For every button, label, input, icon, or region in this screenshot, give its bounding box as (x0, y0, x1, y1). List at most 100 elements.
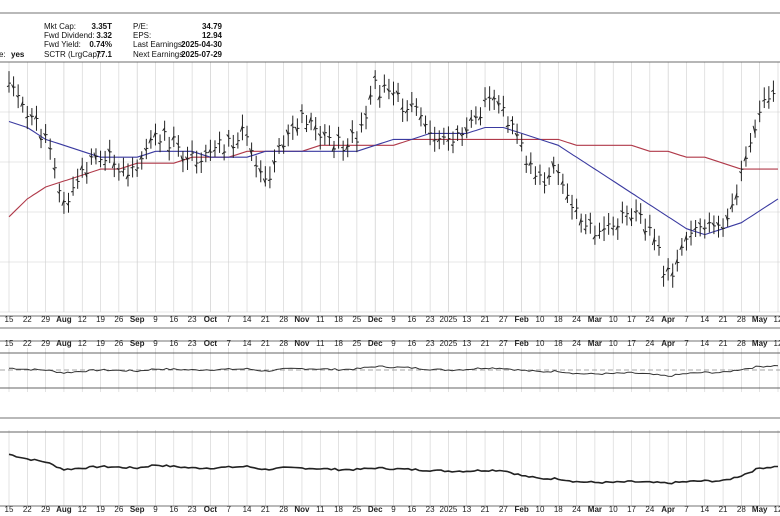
x-tick-label: 7 (684, 505, 689, 514)
price-bar-open (121, 170, 124, 174)
x-tick-label: 12 (774, 315, 780, 324)
x-tick-label: 28 (737, 315, 746, 324)
price-bar-open (61, 199, 65, 206)
price-bar (386, 78, 391, 100)
price-bar-open (473, 115, 477, 119)
price-bar (505, 116, 510, 133)
price-bar-open (588, 218, 591, 221)
x-tick-label: 25 (352, 339, 361, 348)
price-bar-open (349, 128, 353, 134)
price-bar-open (368, 93, 372, 100)
price-bar (551, 156, 556, 174)
price-bar-open (551, 161, 555, 170)
x-tick-label: Dec (368, 505, 383, 514)
indicator-2-line (8, 453, 778, 485)
x-tick-label: 14 (243, 505, 252, 514)
x-tick-label: 14 (700, 315, 709, 324)
price-bar-open (331, 145, 335, 152)
x-tick-label: 2025 (440, 315, 458, 324)
price-bar-open (363, 113, 367, 116)
x-tick-label: 14 (243, 315, 252, 324)
price-bar (221, 144, 227, 161)
sma-short-line (8, 120, 779, 236)
price-bar (729, 193, 735, 213)
price-bar-open (285, 129, 289, 136)
price-bar-open (651, 237, 655, 246)
x-tick-label: 18 (554, 339, 563, 348)
price-bar-open (404, 109, 408, 114)
x-tick-label: 7 (226, 505, 231, 514)
price-bar (20, 96, 25, 113)
price-bar (441, 127, 446, 145)
price-bar-open (597, 234, 600, 237)
price-bar (546, 167, 552, 185)
price-bar (111, 154, 117, 178)
price-bar-open (111, 161, 115, 169)
price-bar (52, 157, 57, 179)
x-tick-label: Oct (204, 315, 218, 324)
price-bar-open (464, 126, 468, 134)
price-bar (665, 258, 671, 281)
price-bar-open (482, 99, 486, 102)
x-tick-label: 19 (96, 315, 105, 324)
info-block: Mkt Cap: 3.35T Fwd Dividend: 3.32 Fwd Yi… (0, 22, 223, 59)
price-bar (491, 89, 497, 110)
x-tick-label: 22 (23, 315, 32, 324)
price-bar-open (29, 113, 33, 118)
price-bar (304, 115, 309, 133)
price-bar-open (720, 226, 724, 230)
price-bar-open (707, 221, 710, 225)
price-bar (11, 76, 16, 97)
indicator-1-line (8, 364, 779, 377)
price-bar (217, 131, 222, 153)
x-tick-label: 28 (279, 339, 288, 348)
x-tick-label: 23 (188, 315, 197, 324)
price-bar (253, 155, 259, 178)
price-bar (455, 125, 460, 141)
price-bar (464, 117, 469, 139)
x-tick-label: 14 (700, 505, 709, 514)
x-tick-label: 16 (169, 339, 178, 348)
info-label: EPS: (133, 31, 151, 40)
price-bar-open (510, 119, 513, 122)
x-tick-label: 7 (226, 315, 231, 324)
price-bar (107, 139, 112, 164)
x-tick-label: 24 (645, 505, 654, 514)
price-bar-open (345, 143, 349, 151)
price-bar (198, 152, 204, 173)
price-bar (459, 127, 465, 146)
info-value: 77.1 (96, 50, 112, 59)
x-tick-label: 17 (627, 505, 636, 514)
price-bar (720, 218, 726, 237)
price-bar (651, 228, 657, 251)
price-bar (341, 140, 346, 161)
price-bar (139, 151, 144, 170)
price-bar-open (674, 259, 678, 265)
x-tick-label: 21 (261, 339, 270, 348)
price-bar (368, 85, 373, 105)
x-tick-label: 28 (279, 505, 288, 514)
price-bar-open (574, 209, 577, 213)
price-bar (79, 157, 85, 178)
price-bar (262, 166, 268, 187)
x-tick-label: May (752, 505, 768, 514)
price-bar (276, 138, 282, 154)
price-bar-open (38, 135, 42, 141)
price-bar (638, 203, 643, 224)
price-bar (166, 136, 172, 161)
price-bar (34, 105, 39, 131)
x-tick-label: 21 (719, 339, 728, 348)
x-tick-label: 12 (774, 505, 780, 514)
price-bar-open (249, 148, 253, 156)
price-bar (267, 166, 272, 189)
x-tick-label: 13 (462, 505, 471, 514)
x-tick-label: 24 (572, 339, 581, 348)
price-bar (487, 86, 492, 111)
x-tick-label: 27 (499, 339, 508, 348)
price-bar-open (166, 149, 170, 152)
x-tick-label: Mar (588, 339, 602, 348)
x-tick-label: Sep (130, 315, 145, 324)
price-bar (258, 160, 263, 183)
price-bar-open (546, 174, 550, 179)
